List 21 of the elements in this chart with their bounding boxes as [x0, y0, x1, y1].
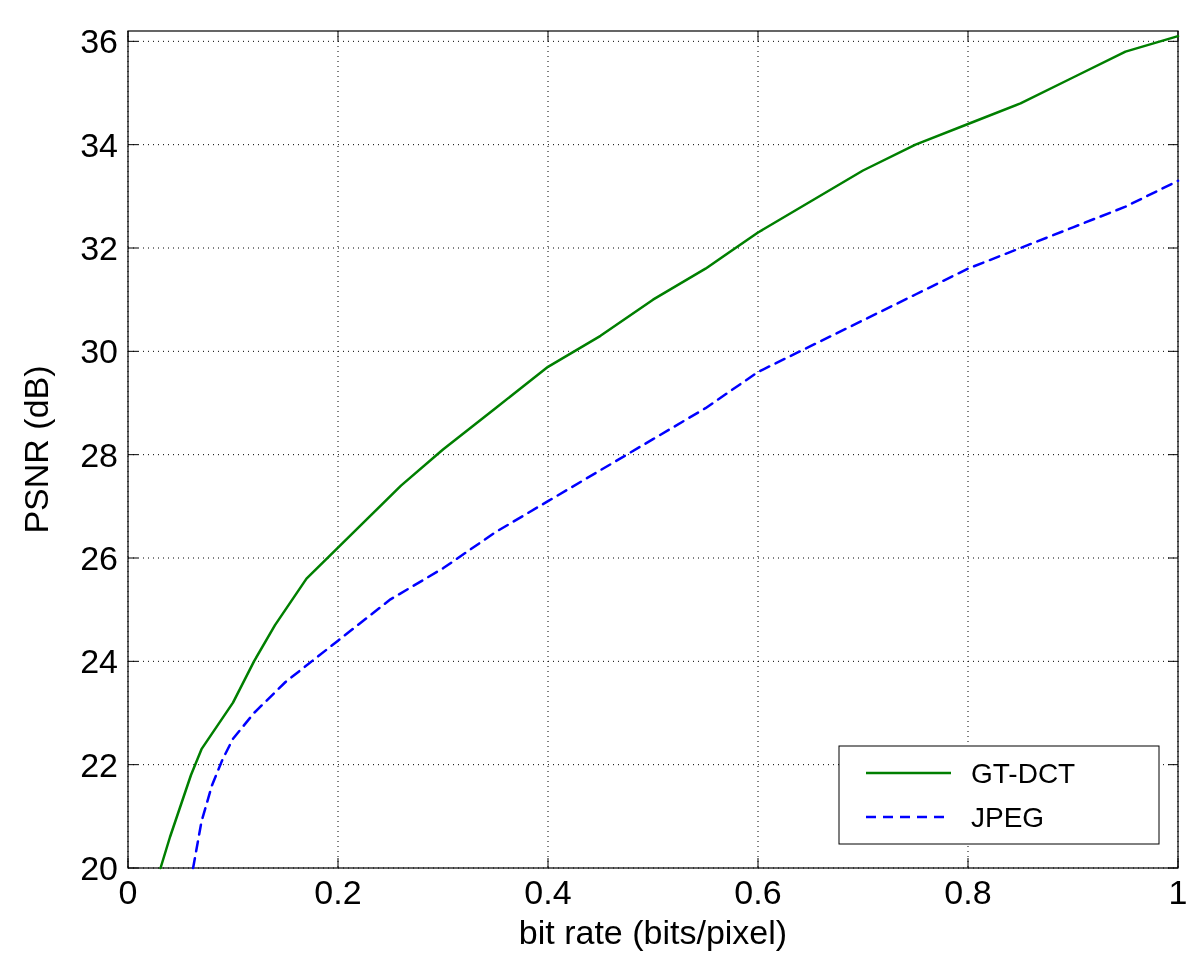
y-tick-label: 28 [80, 435, 118, 474]
y-axis-title: PSNR (dB) [17, 365, 55, 534]
x-tick-label: 1 [1168, 873, 1188, 911]
y-tick-label: 20 [80, 849, 118, 887]
y-tick-label: 24 [80, 642, 118, 681]
line-series [159, 34, 1180, 870]
legend-label: JPEG [971, 801, 1045, 833]
legend-label: GT-DCT [971, 757, 1076, 789]
y-tick-label: 32 [80, 229, 118, 267]
y-tick-label: 30 [80, 332, 118, 371]
y-tick-label: 26 [80, 539, 118, 577]
line-series [191, 179, 1180, 870]
y-tick-label: 36 [80, 22, 118, 61]
x-tick-label: 0.8 [944, 873, 992, 911]
x-tick-label: 0 [118, 873, 138, 911]
y-tick-label: 22 [80, 745, 118, 784]
x-tick-label: 0.2 [314, 873, 362, 911]
y-tick-label: 34 [80, 125, 118, 164]
x-tick-label: 0.4 [524, 873, 572, 911]
x-axis-title: bit rate (bits/pixel) [518, 913, 788, 951]
x-tick-label: 0.6 [734, 873, 782, 911]
